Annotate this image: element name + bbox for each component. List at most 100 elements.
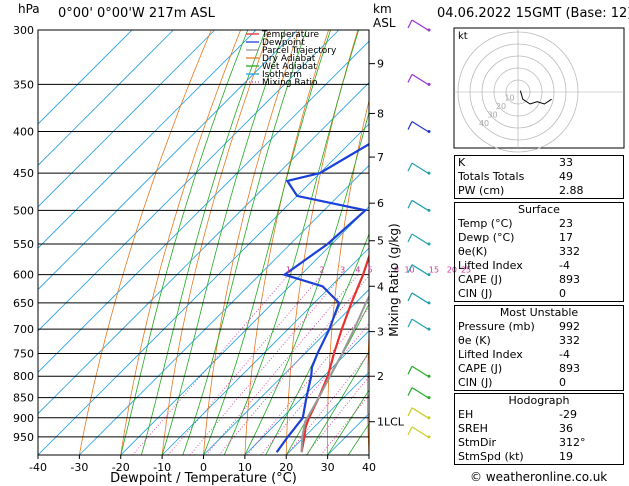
km-tick-label: 3 bbox=[377, 326, 384, 339]
pressure-tick-label: 500 bbox=[13, 204, 34, 217]
temperature-line bbox=[300, 253, 369, 453]
surface-box: Surface Temp (°C) 23 Dewp (°C) 17 θe(K) 332 Li… bbox=[454, 202, 624, 302]
most-unstable-label: θe (K) bbox=[458, 334, 491, 347]
surface-value: 893 bbox=[559, 273, 580, 286]
isotherm-line bbox=[79, 164, 369, 455]
wind-barb-base bbox=[427, 327, 431, 331]
wind-barb-base bbox=[427, 130, 431, 134]
hodograph-box: Hodograph EH -29 SREH 36 StmDir 312° StmSpd (k… bbox=[454, 393, 624, 465]
surface-value: -4 bbox=[559, 259, 570, 272]
km-tick-label: 1LCL bbox=[377, 416, 405, 429]
hodograph-label: StmDir bbox=[458, 436, 497, 449]
km-tick-label: 9 bbox=[377, 58, 384, 71]
x-axis-label: Dewpoint / Temperature (°C) bbox=[110, 471, 297, 486]
surface-label: CAPE (J) bbox=[458, 273, 503, 286]
wind-barb-base bbox=[427, 435, 431, 439]
hodograph-unit: kt bbox=[458, 31, 468, 42]
isotherm-line bbox=[38, 30, 340, 332]
index-label: PW (cm) bbox=[458, 184, 505, 197]
surface-title: Surface bbox=[518, 203, 560, 216]
hodograph-ring-label: 10 bbox=[504, 93, 514, 102]
wind-barb-feather bbox=[407, 200, 413, 209]
wind-barb-base bbox=[427, 242, 431, 246]
isotherm-line bbox=[120, 206, 369, 455]
isotherm-line bbox=[38, 30, 298, 291]
surface-label: CIN (J) bbox=[458, 287, 493, 300]
km-tick-label: 8 bbox=[377, 107, 384, 120]
wind-barb-feather bbox=[407, 426, 413, 436]
credit: © weatheronline.co.uk bbox=[470, 470, 608, 484]
most-unstable-label: Pressure (mb) bbox=[458, 320, 535, 333]
wind-barb-feather bbox=[407, 365, 413, 375]
most-unstable-label: CIN (J) bbox=[458, 376, 493, 389]
isotherm-line bbox=[38, 30, 133, 125]
wet-adiabat bbox=[265, 232, 369, 455]
x-tick-label: -20 bbox=[112, 461, 130, 474]
wind-barb bbox=[411, 233, 429, 245]
hodograph-title: Hodograph bbox=[508, 394, 570, 407]
index-label: K bbox=[458, 156, 466, 169]
surface-value: 0 bbox=[559, 287, 566, 300]
wet-adiabat bbox=[327, 389, 369, 455]
hodograph-value: 36 bbox=[559, 422, 573, 435]
most-unstable-row: CIN (J) 0 bbox=[455, 376, 623, 390]
mixing-ratio-label: 2 bbox=[319, 266, 324, 275]
km-tick-label: 5 bbox=[377, 235, 384, 248]
pressure-tick-label: 400 bbox=[13, 126, 34, 139]
wind-barb-base bbox=[427, 416, 431, 420]
legend-label: Mixing Ratio bbox=[262, 78, 318, 88]
hodograph-ring-label: 20 bbox=[496, 102, 506, 111]
hodograph-label: SREH bbox=[458, 422, 488, 435]
pressure-tick-label: 900 bbox=[13, 412, 34, 425]
hodograph-row: SREH 36 bbox=[455, 422, 623, 436]
pressure-tick-label: 700 bbox=[13, 323, 34, 336]
mixing-ratio-axis-label: Mixing Ratio (g/kg) bbox=[387, 223, 401, 336]
wind-barb-base bbox=[427, 82, 431, 86]
legend-label: Dry Adiabat bbox=[262, 54, 316, 64]
indices-box: K 33 Totals Totals 49 PW (cm) 2.88 bbox=[454, 155, 624, 199]
parcel-trajectory-line bbox=[300, 294, 369, 453]
index-row: Totals Totals 49 bbox=[455, 170, 623, 184]
wind-barb-base bbox=[427, 28, 431, 32]
surface-row: θe(K) 332 bbox=[455, 245, 623, 259]
x-tick-label: 30 bbox=[321, 461, 335, 474]
most-unstable-row: θe (K) 332 bbox=[455, 334, 623, 348]
mixing-ratio-line bbox=[132, 274, 289, 455]
mixing-ratio-label: 5 bbox=[368, 266, 373, 275]
wind-barb-feather bbox=[407, 162, 413, 172]
wind-barb-base bbox=[427, 301, 431, 305]
pressure-tick-label: 950 bbox=[13, 431, 34, 444]
surface-row: Temp (°C) 23 bbox=[455, 217, 623, 231]
most-unstable-value: 0 bbox=[559, 376, 566, 389]
isotherm-line bbox=[38, 30, 174, 166]
legend-label: Isotherm bbox=[262, 70, 302, 80]
wind-barb bbox=[411, 264, 429, 276]
most-unstable-row: Lifted Index -4 bbox=[455, 348, 623, 362]
hodograph-row: EH -29 bbox=[455, 408, 623, 422]
wind-barb bbox=[411, 365, 429, 377]
location-title: 0°00' 0°00'W 217m ASL bbox=[58, 6, 215, 21]
index-label: Totals Totals bbox=[458, 170, 525, 183]
isotherm-line bbox=[38, 30, 257, 249]
x-tick-label: 10 bbox=[238, 461, 252, 474]
surface-table: Surface Temp (°C) 23 Dewp (°C) 17 θe(K) 332 Li… bbox=[454, 202, 624, 302]
mixing-ratio-line bbox=[189, 274, 344, 455]
surface-value: 17 bbox=[559, 231, 573, 244]
index-row: PW (cm) 2.88 bbox=[455, 184, 623, 198]
wind-barb-feather bbox=[407, 121, 413, 130]
wind-barb-base bbox=[427, 273, 431, 277]
hodograph-value: 312° bbox=[559, 436, 586, 449]
surface-value: 332 bbox=[559, 245, 580, 258]
mixing-ratio-label: 1 bbox=[286, 266, 291, 275]
hodograph-row: StmSpd (kt) 19 bbox=[455, 450, 623, 464]
most-unstable-box: Most Unstable Pressure (mb) 992 θe (K) 332 L… bbox=[454, 305, 624, 391]
most-unstable-value: 893 bbox=[559, 362, 580, 375]
legend-label: Parcel Trajectory bbox=[262, 46, 337, 56]
hodograph-value: 19 bbox=[559, 450, 573, 463]
surface-label: θe(K) bbox=[458, 245, 488, 258]
wind-barb bbox=[411, 318, 429, 330]
surface-label: Dewp (°C) bbox=[458, 231, 515, 244]
dry-adiabat bbox=[79, 30, 212, 455]
isotherm-line bbox=[285, 371, 369, 455]
